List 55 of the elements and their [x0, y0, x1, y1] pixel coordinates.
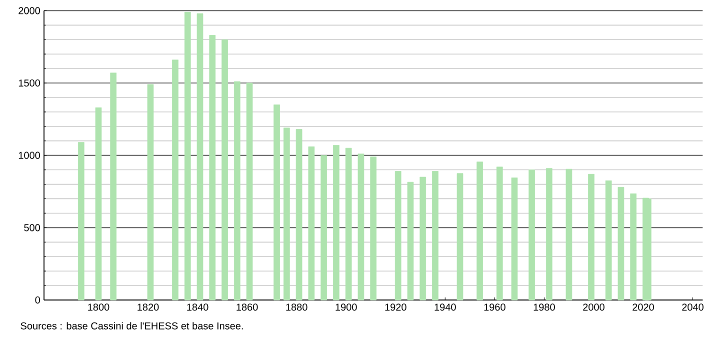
bar — [528, 170, 535, 300]
bar — [432, 171, 438, 300]
bar — [645, 198, 652, 300]
bar — [605, 180, 612, 300]
bar — [172, 60, 178, 300]
x-tick-label: 2040 — [682, 304, 704, 311]
bar — [630, 193, 637, 300]
y-tick-label: 2000 — [18, 7, 40, 14]
y-tick-label: 1000 — [18, 152, 40, 159]
bar — [196, 13, 204, 300]
bar — [95, 107, 102, 300]
bar — [274, 104, 280, 300]
bar — [358, 154, 364, 300]
x-tick-label: 1840 — [187, 304, 208, 311]
bar — [345, 148, 352, 300]
bar — [209, 35, 216, 300]
y-tick-label: 1500 — [18, 79, 40, 87]
bar — [333, 145, 340, 300]
bar — [420, 176, 426, 300]
bar — [456, 173, 464, 300]
bar — [394, 171, 402, 300]
bar — [308, 146, 315, 300]
x-tick-label: 1860 — [236, 304, 258, 311]
y-tick-label: 0 — [35, 296, 40, 304]
bar — [184, 12, 191, 300]
x-tick-label: 1980 — [534, 304, 555, 311]
bar — [222, 39, 228, 300]
bar — [78, 142, 84, 300]
x-tick-label: 1920 — [385, 304, 406, 311]
bar — [496, 166, 503, 300]
bar — [284, 128, 290, 300]
bar — [234, 81, 240, 300]
bar — [370, 156, 377, 300]
source-note: Sources : base Cassini de l'EHESS et base Insee. — [20, 322, 243, 330]
bar — [476, 162, 483, 300]
bar — [618, 186, 624, 300]
bar — [566, 168, 572, 300]
bar — [110, 72, 117, 300]
bar — [546, 168, 552, 300]
x-tick-label: 1900 — [336, 304, 357, 311]
bar — [588, 174, 594, 300]
bar — [511, 178, 518, 300]
x-tick-label: 1880 — [286, 304, 308, 311]
bar — [407, 182, 414, 300]
bar — [296, 129, 302, 300]
x-tick-label: 2020 — [632, 304, 654, 311]
x-tick-label: 1940 — [434, 304, 456, 311]
bar — [147, 84, 154, 300]
bar — [246, 82, 253, 300]
x-tick-label: 1800 — [88, 304, 110, 311]
bar — [320, 155, 327, 300]
x-tick-label: 1960 — [484, 304, 506, 311]
x-tick-label: 1820 — [138, 304, 159, 311]
y-tick-label: 500 — [24, 224, 40, 232]
x-tick-label: 2000 — [583, 304, 604, 311]
